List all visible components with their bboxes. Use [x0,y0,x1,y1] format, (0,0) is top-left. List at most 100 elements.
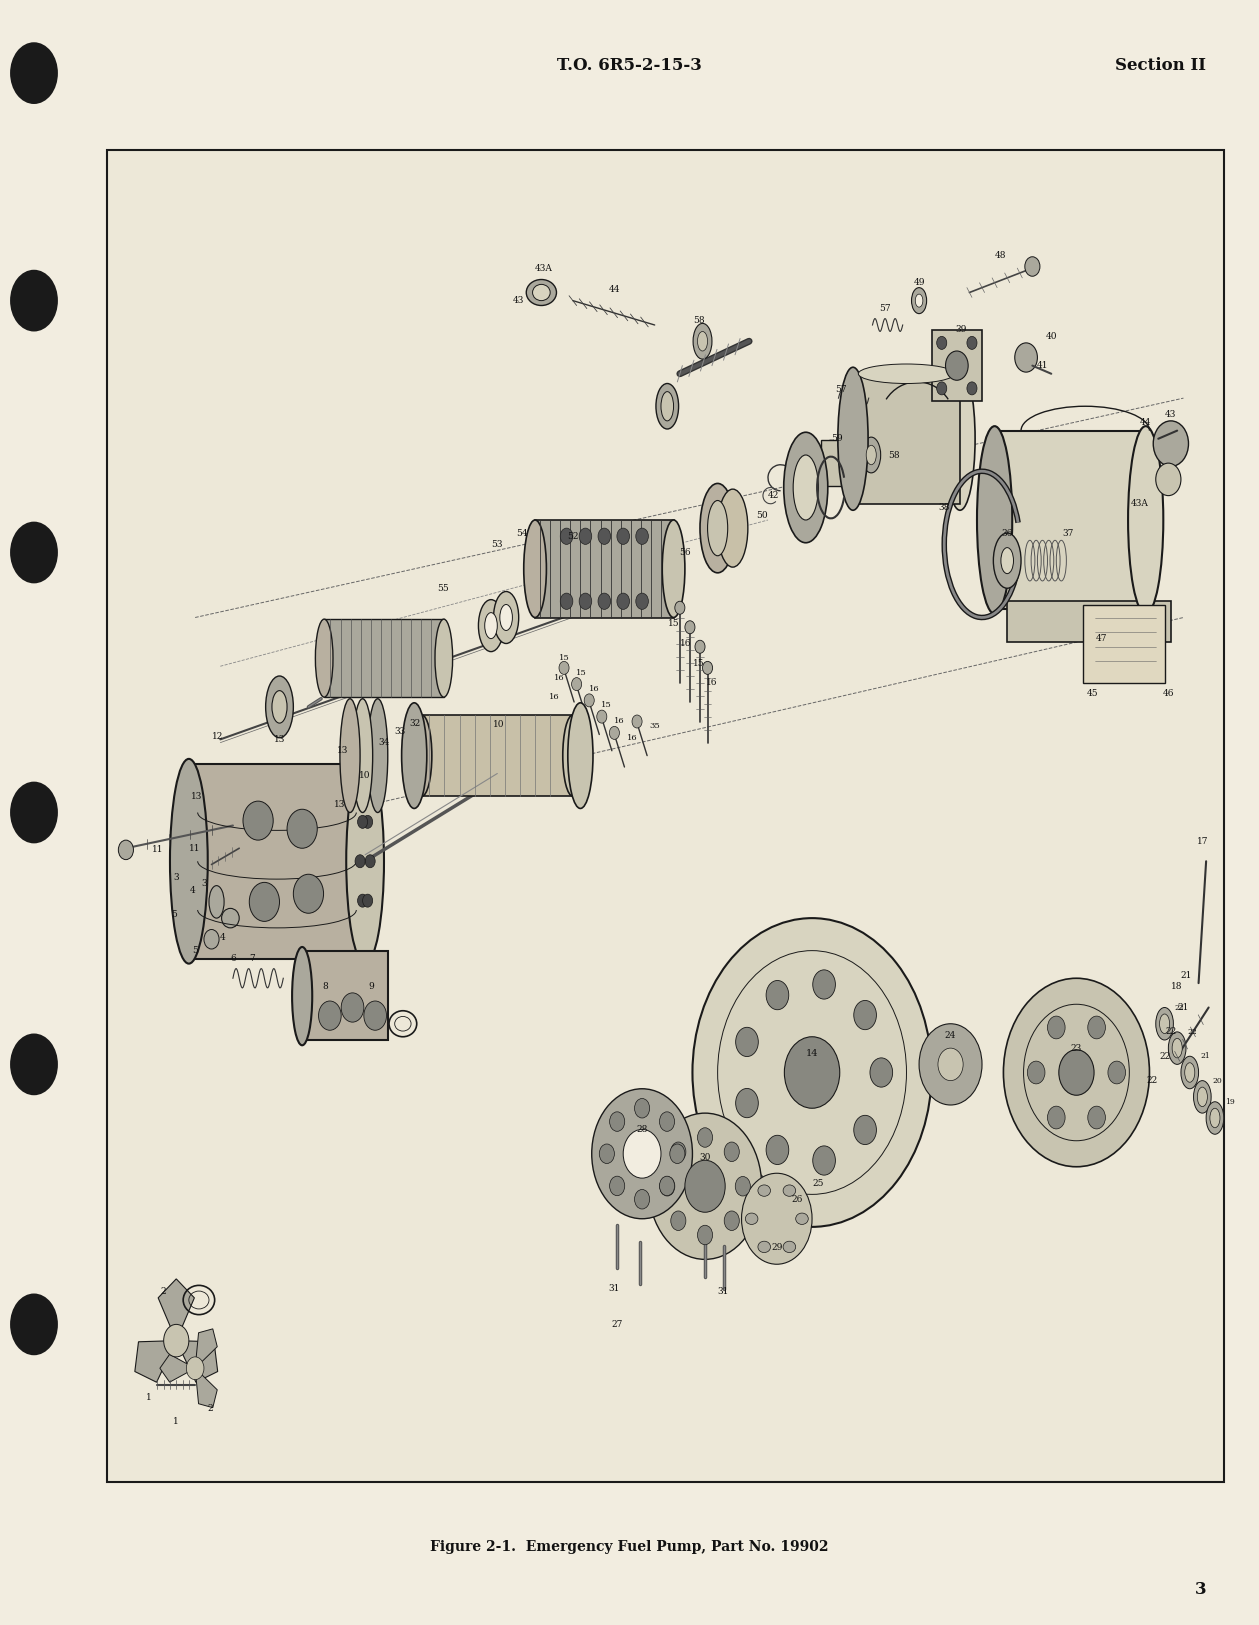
Ellipse shape [1206,1102,1224,1134]
Text: 12: 12 [212,731,223,741]
Circle shape [937,382,947,395]
Text: 15: 15 [692,658,705,668]
Ellipse shape [1172,1038,1182,1058]
Text: 5: 5 [193,946,198,955]
Ellipse shape [526,280,556,306]
Text: 1: 1 [174,1417,179,1427]
Ellipse shape [912,288,927,314]
Circle shape [671,1211,686,1230]
Text: 30: 30 [699,1152,711,1162]
Text: 22: 22 [1166,1027,1176,1037]
Text: 25: 25 [812,1178,825,1188]
Text: 15: 15 [577,670,587,676]
Text: 37: 37 [1061,528,1074,538]
Circle shape [364,1001,387,1030]
Text: 47: 47 [1095,634,1107,644]
Ellipse shape [568,702,593,808]
Text: 31: 31 [716,1287,729,1297]
Bar [932,330,982,401]
Ellipse shape [579,528,592,544]
Ellipse shape [598,593,611,609]
Circle shape [164,1324,189,1357]
Text: 16: 16 [614,718,624,725]
Circle shape [243,801,273,840]
Ellipse shape [436,619,452,697]
Ellipse shape [272,691,287,723]
Circle shape [870,1058,893,1087]
Text: 21: 21 [1180,970,1192,980]
Text: T.O. 6R5-2-15-3: T.O. 6R5-2-15-3 [556,57,703,73]
Circle shape [670,1144,685,1164]
Circle shape [813,1146,836,1175]
Bar [821,440,844,486]
Text: 15: 15 [667,619,680,629]
Circle shape [854,1001,876,1030]
Circle shape [623,1129,661,1178]
Bar [854,374,959,504]
Circle shape [813,970,836,999]
Ellipse shape [533,284,550,301]
Ellipse shape [1168,1032,1186,1064]
Text: 35: 35 [650,723,660,730]
Ellipse shape [617,593,630,609]
Ellipse shape [758,1242,771,1253]
Circle shape [854,1115,876,1144]
Text: 3: 3 [174,873,179,882]
Ellipse shape [500,604,512,630]
Ellipse shape [783,1185,796,1196]
Circle shape [293,874,324,913]
Circle shape [967,336,977,349]
Circle shape [967,382,977,395]
Circle shape [358,816,368,829]
Text: 15: 15 [559,655,569,661]
Text: 15: 15 [602,702,612,708]
Circle shape [685,621,695,634]
Circle shape [609,726,619,739]
Ellipse shape [946,351,968,380]
Ellipse shape [1160,1014,1170,1034]
Text: 19: 19 [1225,1098,1235,1105]
Circle shape [1153,421,1188,466]
Ellipse shape [340,699,360,812]
Text: 3: 3 [201,879,206,889]
Text: 14: 14 [806,1048,818,1058]
Text: 44: 44 [608,284,621,294]
Circle shape [1088,1107,1105,1129]
Ellipse shape [793,455,818,520]
Text: 16: 16 [705,678,718,687]
Text: 17: 17 [1196,837,1209,847]
Text: 33: 33 [395,726,405,736]
Text: 56: 56 [679,548,691,557]
Text: 16: 16 [554,674,564,681]
Text: 39: 39 [954,325,967,335]
Text: 10: 10 [359,770,371,780]
Bar [189,764,365,959]
Ellipse shape [758,1185,771,1196]
Circle shape [660,1176,675,1196]
Ellipse shape [560,593,573,609]
Circle shape [671,1142,686,1162]
Text: 48: 48 [995,250,1007,260]
Ellipse shape [656,384,679,429]
Text: 4: 4 [190,886,195,895]
Text: 46: 46 [1162,689,1175,699]
Circle shape [635,1098,650,1118]
Bar [422,715,573,796]
Text: 13: 13 [334,800,346,809]
Circle shape [365,855,375,868]
Ellipse shape [485,613,497,639]
Text: 52: 52 [567,531,579,541]
Text: 55: 55 [437,583,449,593]
Text: 26: 26 [791,1194,803,1204]
Text: 13: 13 [191,791,203,801]
Ellipse shape [1210,1108,1220,1128]
Ellipse shape [861,437,880,473]
Circle shape [1047,1107,1065,1129]
Text: Figure 2-1.  Emergency Fuel Pump, Part No. 19902: Figure 2-1. Emergency Fuel Pump, Part No… [431,1540,828,1554]
Circle shape [660,1176,675,1196]
Circle shape [735,1089,758,1118]
Ellipse shape [1128,426,1163,614]
Circle shape [10,1034,58,1095]
Bar [325,619,443,697]
Text: 43A: 43A [1131,499,1148,509]
